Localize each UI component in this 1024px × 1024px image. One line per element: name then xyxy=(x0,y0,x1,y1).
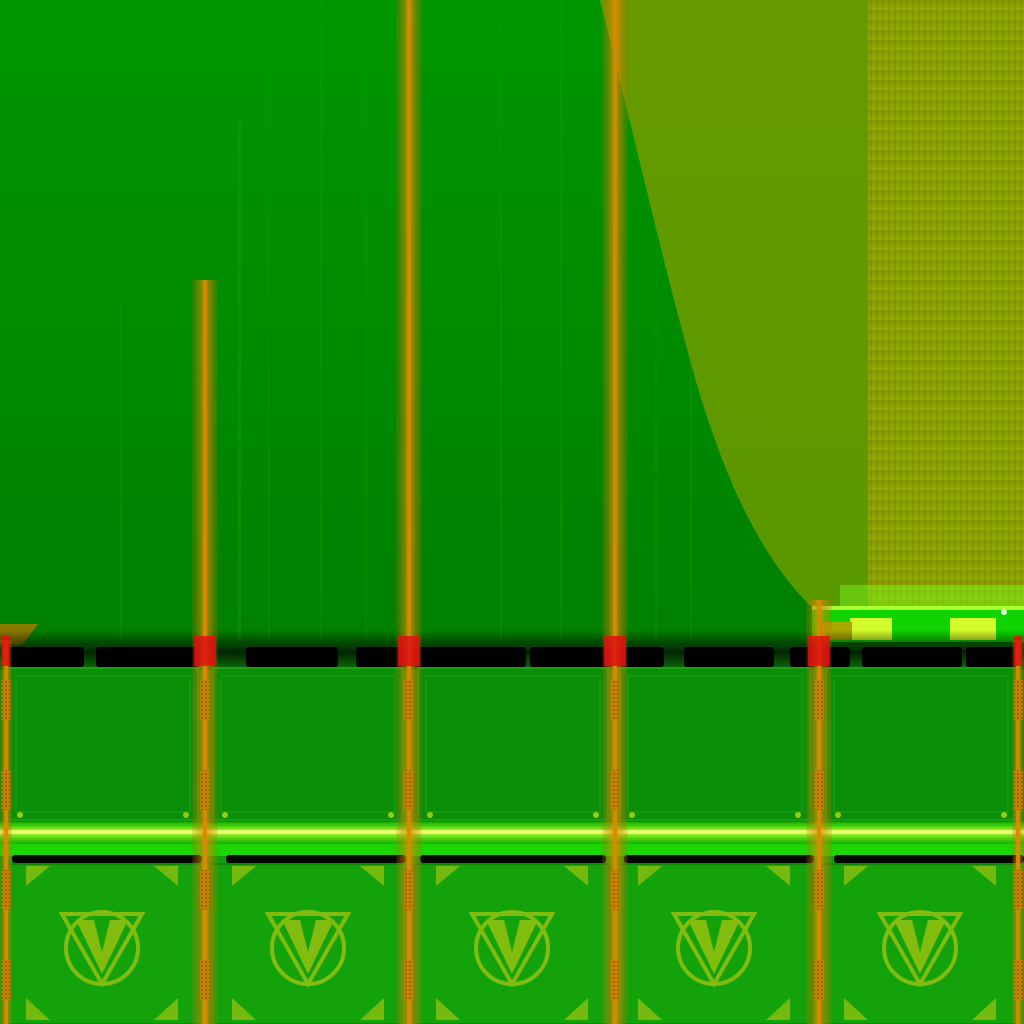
panel-slots-upper xyxy=(8,647,1018,667)
wall-panel xyxy=(619,667,811,821)
wall-panel xyxy=(212,667,404,821)
striped-panel xyxy=(868,0,1024,610)
floor-tile xyxy=(3,863,201,1024)
olive-curve-backdrop xyxy=(600,0,870,610)
ledge-glow xyxy=(840,585,1024,610)
v-emblem-icon xyxy=(264,910,352,989)
floor-tile xyxy=(413,863,611,1024)
wall-panel xyxy=(825,667,1017,821)
v-emblem-icon xyxy=(876,910,964,989)
pillar xyxy=(1012,636,1024,1024)
sky-streaks xyxy=(120,0,692,640)
floor-tile xyxy=(615,863,813,1024)
v-emblem-icon xyxy=(670,910,758,989)
pillar xyxy=(806,600,832,1024)
floor-tile xyxy=(821,863,1019,1024)
pillar xyxy=(0,636,12,1024)
pillar xyxy=(396,0,422,1024)
floor-tiles xyxy=(3,863,1019,1024)
neon-beam xyxy=(0,822,1024,856)
pillar xyxy=(192,280,218,1024)
wall-panel xyxy=(7,667,199,821)
v-emblem-icon xyxy=(468,910,556,989)
floor-tile xyxy=(209,863,407,1024)
pillar xyxy=(602,0,628,1024)
panel-slots-lower xyxy=(12,855,1024,863)
v-emblem-icon xyxy=(58,910,146,989)
wall-panel xyxy=(417,667,609,821)
upper-wall-panels xyxy=(7,667,1017,821)
